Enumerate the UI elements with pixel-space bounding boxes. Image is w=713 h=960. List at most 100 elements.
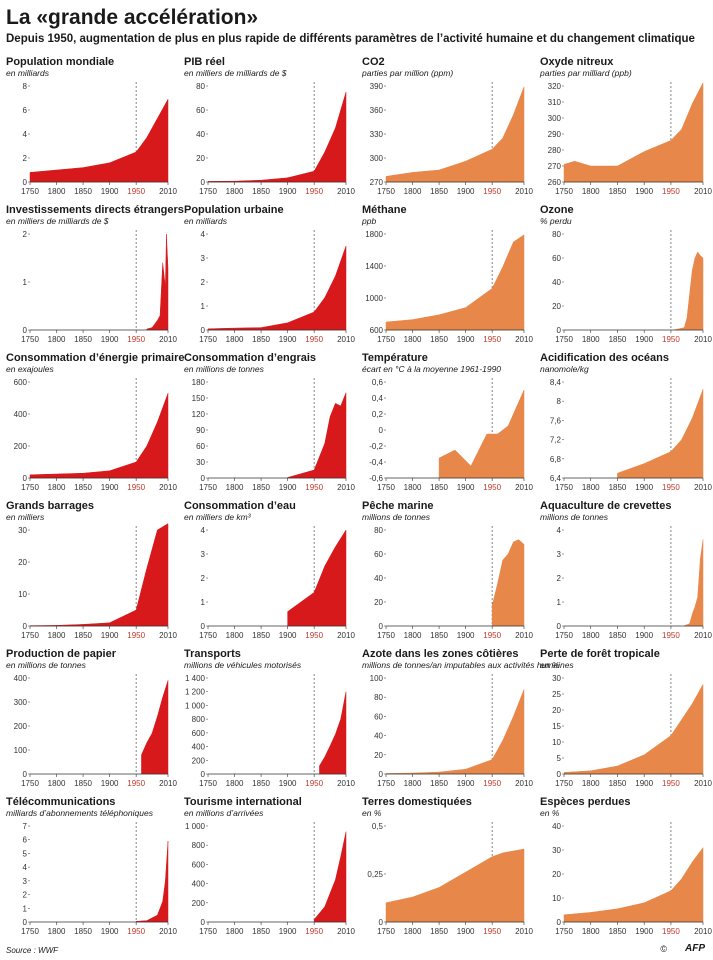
x-tick-label: 2010 xyxy=(694,779,712,788)
chart-title: Consommation d’engrais xyxy=(184,352,317,364)
credit-logo: AFP xyxy=(685,943,705,954)
y-tick-label: 0 xyxy=(379,918,384,927)
y-tick-label: 60 xyxy=(196,442,205,451)
x-tick-label: 2010 xyxy=(159,483,177,492)
x-tick-label: 2010 xyxy=(515,187,533,196)
x-tick-label: 1750 xyxy=(199,927,217,936)
y-tick-label: 3 xyxy=(201,254,206,263)
y-tick-label: 0,4 xyxy=(372,394,384,403)
chart-subtitle: millions de tonnes xyxy=(362,512,431,522)
chart-title: Transports xyxy=(184,648,241,660)
x-tick-label: 1800 xyxy=(226,483,244,492)
y-tick-label: 0 xyxy=(201,326,206,335)
chart-subtitle: millions de véhicules motorisés xyxy=(184,660,302,670)
chart-panel: 0 0,25 0,5 1750 1800 1850 1900 1950 2010 Terres d… xyxy=(362,796,533,944)
x-tick-label: 2010 xyxy=(694,631,712,640)
chart-title: Pêche marine xyxy=(362,500,434,512)
x-tick-label: 1850 xyxy=(609,335,627,344)
x-tick-label: 1900 xyxy=(635,335,653,344)
x-tick-label: 1800 xyxy=(48,779,66,788)
area-series xyxy=(617,389,704,479)
y-tick-label: 80 xyxy=(374,693,383,702)
x-tick-label: 1800 xyxy=(582,779,600,788)
y-tick-label: 7,2 xyxy=(550,436,562,445)
chart-panel: 0 1 2 3 4 1750 1800 1850 1900 1950 2010 Consommatio… xyxy=(184,500,355,648)
y-tick-label: 360 xyxy=(370,106,384,115)
chart-panel: 0 200 400 600 800 1 000 1 200 1 400 1750 1800 1850… xyxy=(184,648,355,796)
x-tick-label: 1800 xyxy=(404,335,422,344)
x-tick-label: 1750 xyxy=(377,483,395,492)
x-tick-label: 1750 xyxy=(199,779,217,788)
x-tick-label: 1900 xyxy=(279,927,297,936)
y-tick-label: 310 xyxy=(548,98,562,107)
y-tick-label: 7 xyxy=(23,822,28,831)
y-tick-label: 1 xyxy=(23,904,28,913)
y-tick-label: 40 xyxy=(552,822,561,831)
y-tick-label: 6,4 xyxy=(550,474,562,483)
x-tick-label: 1950 xyxy=(662,483,680,492)
x-tick-label: 1750 xyxy=(555,927,573,936)
y-tick-label: 2 xyxy=(23,891,28,900)
x-tick-label: 1900 xyxy=(635,187,653,196)
chart-panel: 0 20 40 60 80 1750 1800 1850 1900 1950 2010 PIB rée… xyxy=(184,56,355,204)
chart-svg: 0 2 4 6 8 1750 1800 1850 1900 1950 2010 xyxy=(21,82,177,196)
y-tick-label: 390 xyxy=(370,82,384,91)
y-tick-label: 0 xyxy=(23,918,28,927)
chart-panel: 0 1 2 3 4 1750 1800 1850 1900 1950 2010 Population … xyxy=(184,204,355,352)
x-tick-label: 2010 xyxy=(694,483,712,492)
chart-svg: 600 1000 1400 1800 1750 1800 1850 1900 1950 2010 xyxy=(365,230,533,344)
chart-subtitle: en % xyxy=(540,660,560,670)
x-tick-label: 1900 xyxy=(635,927,653,936)
area-series xyxy=(563,683,704,775)
chart-title: Tourisme international xyxy=(184,796,302,808)
y-tick-label: 2 xyxy=(23,154,28,163)
chart-panel: -0,6 -0,4 -0,2 0 0,2 0,4 0,6 1750 1800 1850 1900 19… xyxy=(362,352,533,500)
area-series xyxy=(319,691,347,775)
chart-panel: 260 270 280 290 300 310 320 1750 1800 1850 1900 195… xyxy=(540,56,712,204)
copyright-mark: © xyxy=(660,944,667,954)
x-tick-label: 1750 xyxy=(555,631,573,640)
chart-title: Température xyxy=(362,352,428,364)
x-tick-label: 1950 xyxy=(662,187,680,196)
y-tick-label: 4 xyxy=(201,230,206,239)
x-tick-label: 1850 xyxy=(430,927,448,936)
chart-subtitle: en milliers de milliards de $ xyxy=(6,216,109,226)
chart-svg: 0 1 2 1750 1800 1850 1900 1950 2010 xyxy=(21,230,177,344)
chart-svg: 0 200 400 600 800 1 000 1 200 1 400 1750 1800 1850… xyxy=(185,674,355,788)
y-tick-label: 1 000 xyxy=(185,701,206,710)
y-tick-label: 0 xyxy=(379,426,384,435)
x-tick-label: 1850 xyxy=(252,187,270,196)
y-tick-label: 0 xyxy=(379,770,384,779)
chart-svg: 0 1 2 3 4 1750 1800 1850 1900 1950 2010 xyxy=(555,526,712,640)
chart-title: Espèces perdues xyxy=(540,796,631,808)
y-tick-label: 400 xyxy=(192,743,206,752)
chart-title: Aquaculture de crevettes xyxy=(540,500,672,512)
x-tick-label: 1950 xyxy=(662,631,680,640)
chart-title: Population mondiale xyxy=(6,56,115,68)
chart-title: CO2 xyxy=(362,56,385,68)
chart-grid: 0 2 4 6 8 1750 1800 1850 1900 1950 2010 Population … xyxy=(0,52,713,936)
x-tick-label: 1950 xyxy=(483,187,501,196)
y-tick-label: 40 xyxy=(374,574,383,583)
x-tick-label: 1850 xyxy=(252,483,270,492)
chart-svg: 0 30 60 90 120 150 180 1750 1800 1850 1900 1950 2010 xyxy=(192,378,355,492)
area-series xyxy=(438,389,525,479)
y-tick-label: 80 xyxy=(552,230,561,239)
y-tick-label: 1 xyxy=(23,278,28,287)
x-tick-label: 2010 xyxy=(337,927,355,936)
y-tick-label: 80 xyxy=(374,526,383,535)
x-tick-label: 1800 xyxy=(582,927,600,936)
y-tick-label: 30 xyxy=(196,458,205,467)
y-tick-label: 2 xyxy=(201,574,206,583)
area-series xyxy=(29,393,169,479)
chart-svg: 0 10 20 30 1750 1800 1850 1900 1950 2010 xyxy=(18,523,177,640)
x-tick-label: 1800 xyxy=(226,927,244,936)
y-tick-label: 400 xyxy=(14,674,28,683)
y-tick-label: 60 xyxy=(552,254,561,263)
y-tick-label: 260 xyxy=(548,178,562,187)
x-tick-label: 1900 xyxy=(635,779,653,788)
x-tick-label: 1850 xyxy=(609,631,627,640)
x-tick-label: 1800 xyxy=(404,779,422,788)
x-tick-label: 1950 xyxy=(305,779,323,788)
y-tick-label: 3 xyxy=(23,877,28,886)
